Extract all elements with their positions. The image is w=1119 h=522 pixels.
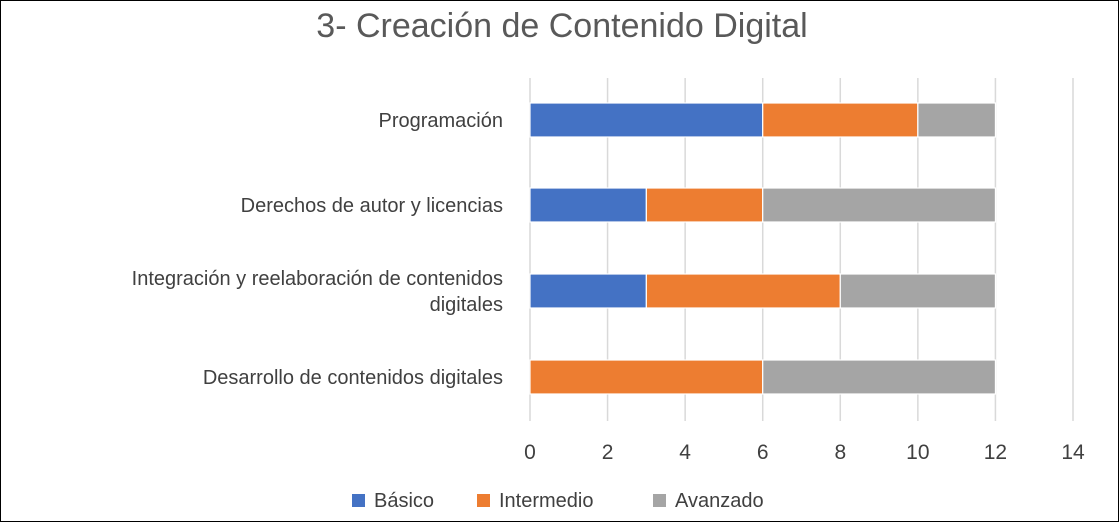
legend-label: Básico — [374, 490, 434, 512]
bar-segment-intermedio — [529, 359, 764, 395]
category-label: Programación — [378, 110, 503, 132]
x-tick-label: 2 — [602, 441, 614, 464]
bar-segment-básico — [529, 273, 647, 309]
x-tick-label: 0 — [524, 441, 536, 464]
legend-swatch-intermedio — [477, 494, 490, 507]
bars — [529, 102, 997, 395]
x-tick-label: 8 — [834, 441, 846, 464]
legend-swatch-avanzado — [653, 494, 666, 507]
bar-segment-intermedio — [762, 102, 919, 138]
x-tick-label: 14 — [1061, 441, 1085, 464]
bar-segment-intermedio — [645, 187, 764, 223]
category-label: Integración y reelaboración de contenido… — [132, 268, 503, 316]
legend: Básico Intermedio Avanzado — [352, 490, 764, 512]
legend-swatch-básico — [352, 494, 365, 507]
bar-segment-básico — [529, 187, 647, 223]
x-tick-label: 12 — [984, 441, 1007, 464]
category-labels: Programación Derechos de autor y licencia… — [132, 110, 503, 389]
legend-label: Intermedio — [499, 490, 594, 512]
bar-segment-avanzado — [762, 187, 997, 223]
category-label: Derechos de autor y licencias — [241, 195, 503, 217]
x-tick-label: 4 — [679, 441, 691, 464]
bar-segment-intermedio — [645, 273, 841, 309]
x-tick-label: 10 — [906, 441, 929, 464]
x-tick-label: 6 — [757, 441, 769, 464]
bar-segment-avanzado — [762, 359, 997, 395]
legend-label: Avanzado — [675, 490, 764, 512]
bar-segment-avanzado — [839, 273, 997, 309]
x-axis-ticks: 0 2 4 6 8 10 12 14 — [524, 441, 1085, 464]
chart-title: 3- Creación de Contenido Digital — [316, 7, 807, 45]
bar-segment-básico — [529, 102, 764, 138]
bar-segment-avanzado — [917, 102, 997, 138]
category-label: Desarrollo de contenidos digitales — [203, 367, 503, 389]
